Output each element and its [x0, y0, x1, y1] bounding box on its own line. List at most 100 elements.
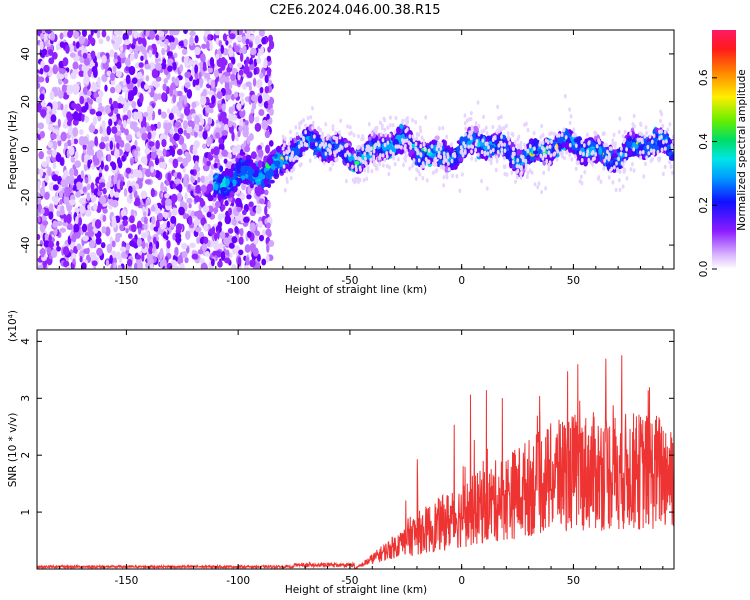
- spectrogram-cell: [60, 179, 67, 188]
- spectrogram-cell: [62, 260, 70, 268]
- spectrogram-cell: [247, 230, 252, 238]
- spectrogram-cell: [66, 265, 71, 269]
- spectrogram-cell: [231, 56, 236, 65]
- spectrogram-cell: [185, 132, 191, 140]
- spectrogram-cell: [250, 47, 257, 56]
- spectrogram-cell: [179, 262, 185, 269]
- spectrogram-cell: [188, 203, 192, 209]
- spectrogram-cell: [161, 92, 167, 102]
- spectrogram-cell: [189, 30, 196, 37]
- spectrogram-cell: [249, 222, 256, 233]
- spectrogram-cell: [144, 179, 152, 185]
- spectrogram-cell: [57, 204, 61, 212]
- spectrogram-cell: [51, 108, 57, 116]
- spectrogram-cell: [48, 126, 55, 132]
- spectrogram-cell: [53, 196, 59, 206]
- spectrogram-cell: [238, 69, 244, 76]
- spectrogram-cell: [111, 162, 117, 171]
- spectrogram-cell: [47, 166, 52, 177]
- spectrogram-cell: [164, 193, 170, 199]
- spectrogram-cell: [78, 135, 86, 146]
- spectrogram-cell: [160, 223, 165, 230]
- spectrogram-cell: [245, 38, 250, 45]
- spectrogram-cell: [263, 57, 268, 65]
- spectrogram-cell: [82, 52, 88, 59]
- spectrogram-cell: [97, 105, 105, 113]
- spectrogram-cell: [102, 208, 108, 214]
- spectrogram-cell: [264, 205, 268, 216]
- spectrogram-cell: [236, 103, 242, 111]
- spectrogram-cell: [232, 114, 238, 121]
- spectrogram-cell: [186, 197, 193, 204]
- spectrogram-cell: [70, 138, 75, 145]
- spectrogram-cell: [37, 102, 41, 112]
- spectrogram-cell: [225, 94, 232, 100]
- spectrogram-cell: [39, 186, 46, 197]
- spectrogram-cell: [160, 181, 164, 192]
- spectrogram-cell: [124, 142, 131, 152]
- spectrogram-cell: [96, 30, 101, 39]
- spectrogram-cell: [110, 72, 115, 81]
- spectrogram-cell: [162, 83, 167, 91]
- spectrogram-cell: [265, 144, 270, 154]
- spectrogram-cell: [496, 134, 500, 143]
- spectrogram-cell: [102, 187, 107, 195]
- spectrogram-cell: [124, 128, 129, 136]
- spectrogram-cell: [207, 34, 212, 41]
- spectrogram-cell: [238, 249, 244, 256]
- spectrogram-cell: [74, 160, 82, 168]
- spectrogram-cell: [126, 258, 133, 267]
- spectrogram-cell: [214, 200, 221, 209]
- spectrogram-cell: [220, 251, 226, 261]
- spectrogram-cell: [102, 136, 110, 142]
- spectrogram-cell: [39, 168, 44, 177]
- spectrogram-cell: [63, 214, 68, 223]
- spectrogram-cell: [250, 94, 258, 102]
- spectrogram-cell: [119, 180, 124, 191]
- spectrogram-cell: [43, 64, 50, 73]
- spectrogram-cell: [188, 59, 194, 66]
- spectrogram-cell: [206, 160, 211, 167]
- spectrogram-cell: [210, 79, 216, 89]
- spectrogram-cell: [189, 242, 196, 248]
- spectrogram-cell: [250, 151, 257, 160]
- spectrogram-cell: [89, 251, 97, 259]
- spectrogram-cell: [113, 57, 118, 64]
- spectrogram-cell: [155, 62, 162, 71]
- spectrogram-cell: [235, 144, 242, 155]
- spectrogram-cell: [215, 53, 220, 60]
- spectrogram-cell: [113, 191, 120, 198]
- spectrogram-cell: [249, 259, 256, 268]
- spectrogram-cell: [257, 95, 263, 104]
- spectrogram-cell: [71, 233, 77, 243]
- spectrogram-cell: [190, 66, 196, 77]
- spectrogram-cell: [217, 103, 222, 110]
- spectrogram-cell: [259, 86, 264, 94]
- spectrogram-cell: [199, 200, 206, 208]
- spectrogram-cell: [127, 30, 133, 36]
- spectrogram-cell: [125, 133, 133, 142]
- spectrogram-cell: [56, 246, 61, 252]
- chart-title: C2E6.2024.046.00.38.R15: [269, 3, 440, 18]
- spectrogram-cell: [87, 204, 91, 210]
- spectrogram-cell: [115, 70, 122, 78]
- spectrogram-cell: [64, 44, 70, 54]
- spectrogram-cell: [218, 115, 223, 122]
- spectrogram-cell: [229, 33, 236, 40]
- spectrogram-cell: [101, 226, 107, 234]
- spectrogram-cell: [188, 215, 193, 226]
- spectrogram-cell: [40, 247, 45, 258]
- spectrogram-cell: [208, 107, 214, 114]
- spectrogram-cell: [119, 224, 125, 232]
- spectrogram-cell: [115, 232, 123, 239]
- spectrogram-cell: [117, 173, 122, 180]
- spectrogram-cell: [122, 219, 128, 227]
- spectrogram-cell: [165, 235, 169, 241]
- spectrogram-cell: [107, 175, 112, 185]
- spectrogram-cell: [173, 52, 178, 59]
- spectrogram-cell: [128, 185, 133, 194]
- spectrogram-cell: [52, 220, 58, 228]
- spectrogram-cell: [194, 46, 201, 56]
- spectrogram-cell: [131, 77, 138, 84]
- spectrogram-cell: [183, 106, 191, 117]
